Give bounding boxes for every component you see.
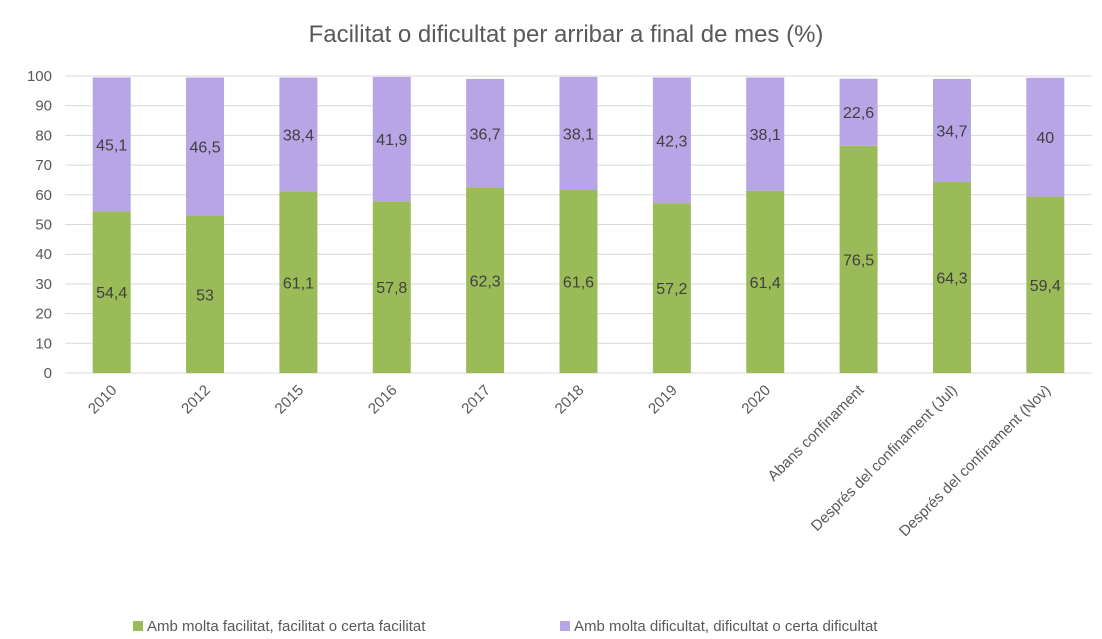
legend-swatch <box>560 621 570 631</box>
bar-segment <box>746 190 785 373</box>
y-tick-label: 20 <box>35 306 52 323</box>
y-tick-label: 90 <box>35 98 52 115</box>
y-tick-label: 60 <box>35 187 52 204</box>
bar-segment <box>466 78 505 188</box>
data-label: 45,1 <box>96 137 127 154</box>
x-tick-label: 2019 <box>645 382 681 418</box>
x-tick-label: 2015 <box>272 382 308 418</box>
bar-segment <box>746 77 785 191</box>
x-tick-label: Després del confinament (Jul) <box>808 382 961 535</box>
y-tick-label: 40 <box>35 246 52 263</box>
data-label: 40 <box>1036 130 1054 147</box>
y-tick-label: 100 <box>27 68 52 85</box>
bar-segment <box>932 182 971 373</box>
bar-segment <box>1026 77 1065 197</box>
bar-segment <box>839 145 878 373</box>
data-label: 22,6 <box>843 105 874 122</box>
y-tick-label: 70 <box>35 157 52 174</box>
data-label: 41,9 <box>376 132 407 149</box>
data-label: 38,1 <box>563 126 594 143</box>
x-tick-label: 2016 <box>365 382 401 418</box>
y-tick-label: 30 <box>35 276 52 293</box>
bar-segment <box>652 77 691 204</box>
x-tick-label: Abans confinament <box>765 381 868 484</box>
bar-segment <box>186 215 225 373</box>
data-label: 61,1 <box>283 275 314 292</box>
x-tick-label: 2020 <box>738 382 774 418</box>
data-label: 62,3 <box>470 273 501 290</box>
data-label: 38,4 <box>283 128 314 145</box>
data-label: 64,3 <box>936 271 967 288</box>
data-label: 57,2 <box>656 281 687 298</box>
bar-segment <box>186 77 225 216</box>
y-tick-label: 0 <box>44 365 52 382</box>
data-label: 61,6 <box>563 275 594 292</box>
data-label: 38,1 <box>750 127 781 144</box>
x-tick-label: 2018 <box>552 382 588 418</box>
bar-segment <box>372 76 411 202</box>
bar-segment <box>932 78 971 183</box>
bar-segment <box>652 203 691 373</box>
x-tick-label: Després del confinament (Nov) <box>896 382 1054 540</box>
legend-swatch <box>133 621 143 631</box>
bar-segment <box>92 77 131 212</box>
data-label: 46,5 <box>189 140 220 157</box>
data-label: 59,4 <box>1030 278 1061 295</box>
x-tick-label: 2012 <box>178 382 214 418</box>
data-label: 57,8 <box>376 280 407 297</box>
data-label: 36,7 <box>470 126 501 143</box>
y-tick-label: 80 <box>35 127 52 144</box>
data-label: 54,4 <box>96 285 127 302</box>
bar-segment <box>466 187 505 373</box>
bar-segment <box>279 77 318 192</box>
bar-segment <box>559 190 598 373</box>
data-label: 34,7 <box>936 123 967 140</box>
bar-segment <box>279 191 318 373</box>
data-label: 42,3 <box>656 133 687 150</box>
bar-segment <box>839 78 878 146</box>
chart-title: Facilitat o dificultat per arribar a fin… <box>309 21 824 48</box>
bar-segment <box>1026 196 1065 373</box>
legend-label: Amb molta dificultat, dificultat o certa… <box>574 618 878 635</box>
bar-segment <box>372 201 411 373</box>
x-tick-label: 2010 <box>85 382 121 418</box>
data-label: 61,4 <box>750 275 781 292</box>
bar-segment <box>559 76 598 191</box>
bar-segment <box>92 211 131 373</box>
data-label: 76,5 <box>843 252 874 269</box>
legend-label: Amb molta facilitat, facilitat o certa f… <box>147 618 426 635</box>
x-tick-label: 2017 <box>458 382 494 418</box>
data-label: 53 <box>196 287 214 304</box>
y-tick-label: 50 <box>35 217 52 234</box>
y-tick-label: 10 <box>35 335 52 352</box>
